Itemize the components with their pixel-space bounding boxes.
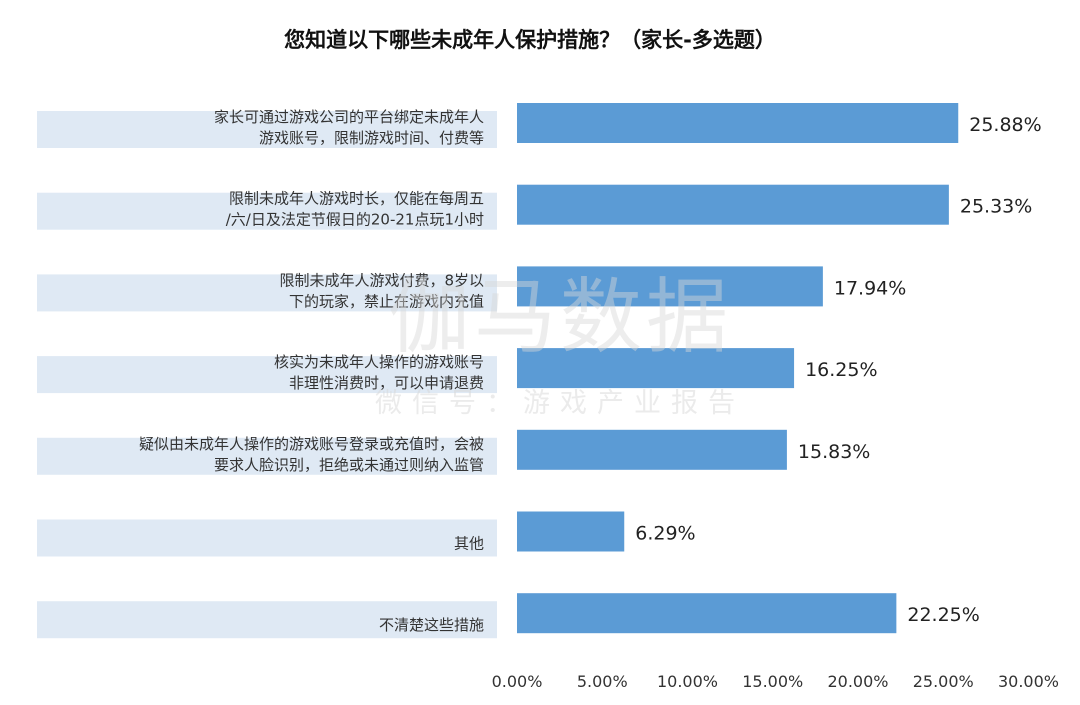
category-label: 其他 xyxy=(454,535,484,553)
category-band xyxy=(37,601,497,639)
category-label: 家长可通过游戏公司的平台绑定未成年人 xyxy=(214,108,484,126)
category-bands xyxy=(37,111,497,639)
x-tick-label: 20.00% xyxy=(827,672,888,691)
category-label: /六/日及法定节假日的20-21点玩1小时 xyxy=(226,211,484,229)
category-labels: 家长可通过游戏公司的平台绑定未成年人游戏账号，限制游戏时间、付费等限制未成年人游… xyxy=(139,108,484,634)
category-band xyxy=(37,111,497,148)
category-label: 游戏账号，限制游戏时间、付费等 xyxy=(259,129,484,147)
category-band xyxy=(37,192,497,230)
value-label: 15.83% xyxy=(798,441,870,463)
watermark: 伽马数据 微信号：游戏产业报告 xyxy=(375,270,745,419)
category-label: 非理性消费时，可以申请退费 xyxy=(289,374,484,392)
value-label: 17.94% xyxy=(834,277,906,299)
category-label: 不清楚这些措施 xyxy=(379,616,484,634)
value-label: 22.25% xyxy=(907,604,979,626)
x-tick-label: 15.00% xyxy=(742,672,803,691)
category-label: 下的玩家，禁止在游戏内充值 xyxy=(289,292,484,310)
category-band xyxy=(37,356,497,394)
x-tick-label: 0.00% xyxy=(492,672,543,691)
category-label: 限制未成年人游戏时长，仅能在每周五 xyxy=(229,190,484,208)
x-tick-label: 25.00% xyxy=(913,672,974,691)
category-band xyxy=(37,519,497,557)
bar xyxy=(517,103,959,143)
chart-title: 您知道以下哪些未成年人保护措施？（家长-多选题） xyxy=(284,28,776,52)
x-tick-label: 30.00% xyxy=(998,672,1059,691)
watermark-main: 伽马数据 xyxy=(388,270,732,365)
value-label: 25.88% xyxy=(969,114,1041,136)
value-label: 6.29% xyxy=(635,523,695,545)
bar xyxy=(517,429,787,470)
x-tick-label: 5.00% xyxy=(577,672,628,691)
bar xyxy=(517,184,949,225)
category-label: 要求人脸识别，拒绝或未通过则纳入监管 xyxy=(214,456,484,474)
x-tick-label: 10.00% xyxy=(657,672,718,691)
category-band xyxy=(37,274,497,312)
value-label: 25.33% xyxy=(960,196,1032,218)
bar xyxy=(517,266,823,307)
x-axis-ticks: 0.00% 5.00% 10.00% 15.00% 20.00% 25.00% 30.00% xyxy=(492,672,1059,691)
category-label: 限制未成年人游戏付费，8岁以 xyxy=(279,271,484,289)
category-label: 疑似由未成年人操作的游戏账号登录或充值时，会被 xyxy=(139,435,484,453)
bars xyxy=(517,103,959,634)
category-label: 核实为未成年人操作的游戏账号 xyxy=(274,353,484,371)
value-label: 16.25% xyxy=(805,359,877,381)
category-band xyxy=(37,437,497,475)
bar xyxy=(517,593,897,634)
bar xyxy=(517,511,625,552)
watermark-sub: 微信号：游戏产业报告 xyxy=(375,388,745,419)
bar xyxy=(517,348,795,389)
value-labels: 25.88% 25.33% 17.94% 16.25% 15.83% 6.29% 22.25… xyxy=(635,114,1041,626)
